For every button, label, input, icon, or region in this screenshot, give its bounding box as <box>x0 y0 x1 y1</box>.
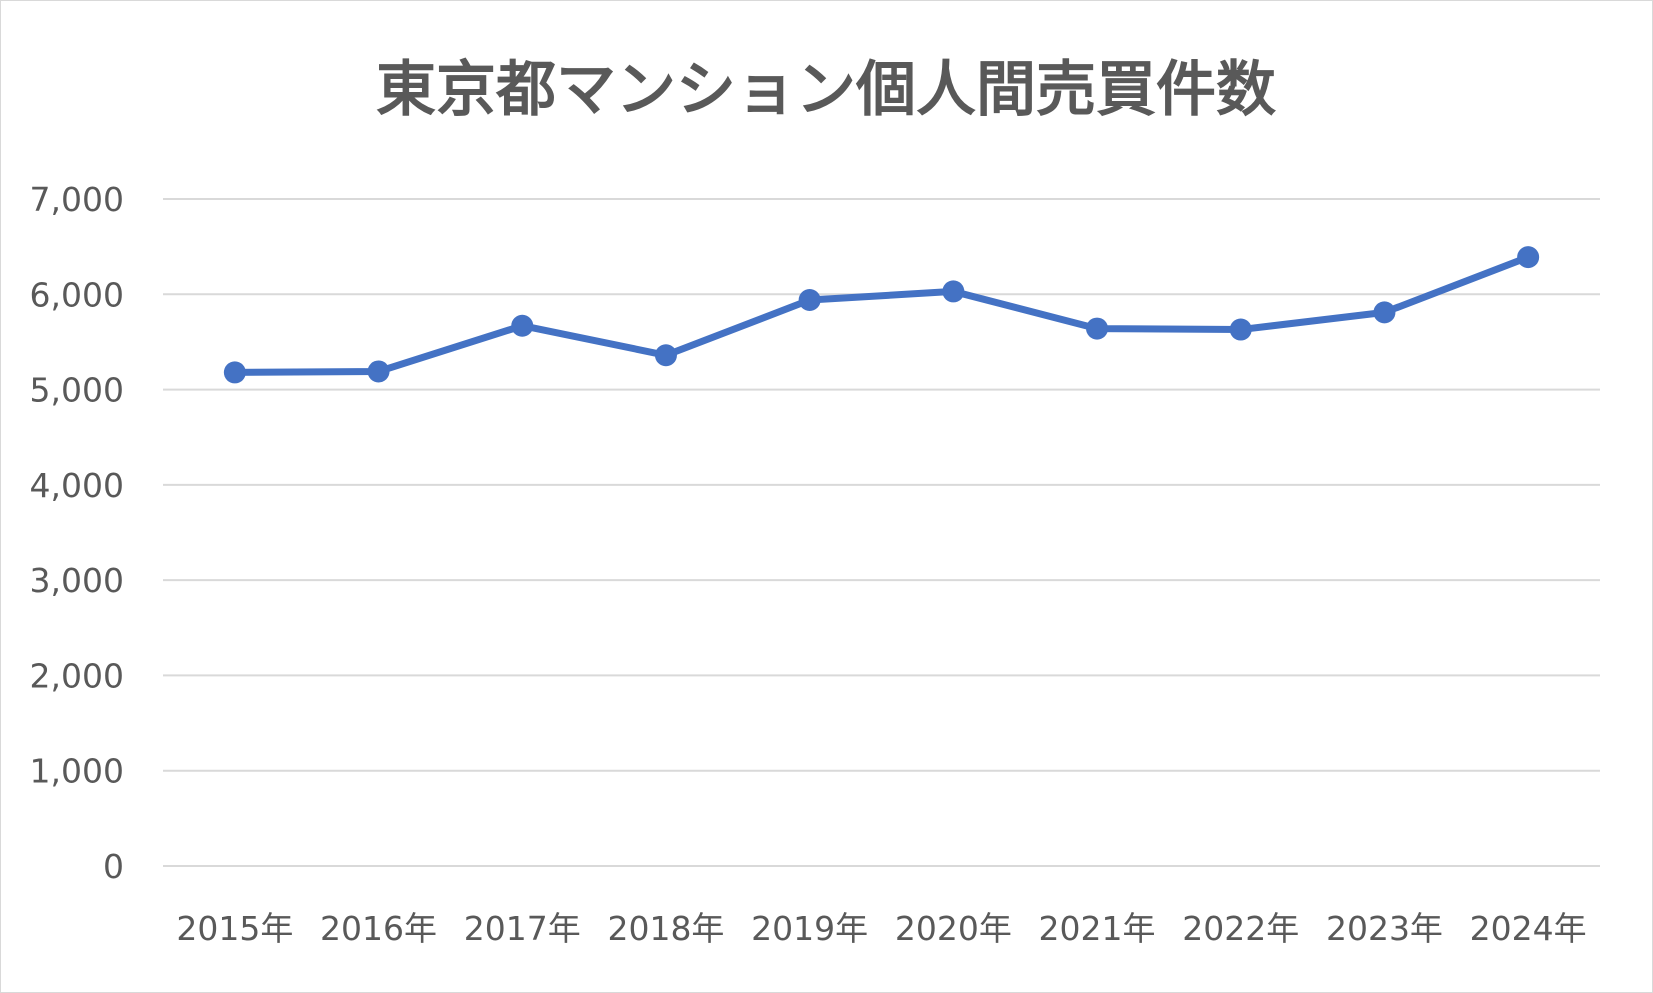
y-tick-label: 1,000 <box>30 752 124 791</box>
y-tick-label: 2,000 <box>30 656 124 695</box>
chart-title: 東京都マンション個人間売買件数 <box>376 55 1276 125</box>
data-point <box>942 280 965 303</box>
data-point <box>1086 317 1109 340</box>
y-axis-tick-labels: 0 1,000 2,000 3,000 4,000 5,000 6,000 7,000 <box>30 180 124 886</box>
y-tick-label: 7,000 <box>30 180 124 219</box>
series-line <box>231 253 1532 376</box>
data-point <box>654 344 677 367</box>
y-tick-label: 6,000 <box>30 275 124 314</box>
data-point <box>223 361 246 384</box>
x-tick-label: 2021年 <box>1039 909 1156 948</box>
gridlines <box>163 198 1600 867</box>
data-point <box>1373 301 1396 324</box>
x-tick-label: 2023年 <box>1326 909 1443 948</box>
x-tick-label: 2016年 <box>320 909 437 948</box>
y-tick-label: 3,000 <box>30 561 124 600</box>
x-tick-label: 2024年 <box>1470 909 1587 948</box>
x-tick-label: 2022年 <box>1182 909 1299 948</box>
data-point <box>798 289 821 312</box>
x-tick-label: 2015年 <box>176 909 293 948</box>
x-axis-tick-labels: 2015年 2016年 2017年 2018年 2019年 2020年 2021年 2022年… <box>176 909 1586 948</box>
data-point <box>1517 246 1540 269</box>
series-layer <box>223 246 1540 384</box>
y-tick-label: 5,000 <box>30 371 124 410</box>
x-tick-label: 2019年 <box>751 909 868 948</box>
y-tick-label: 0 <box>103 847 124 886</box>
data-point <box>511 314 534 337</box>
x-tick-label: 2018年 <box>607 909 724 948</box>
y-tick-label: 4,000 <box>30 466 124 505</box>
x-tick-label: 2020年 <box>895 909 1012 948</box>
data-point <box>1229 318 1252 341</box>
x-tick-label: 2017年 <box>464 909 581 948</box>
data-point <box>367 360 390 383</box>
